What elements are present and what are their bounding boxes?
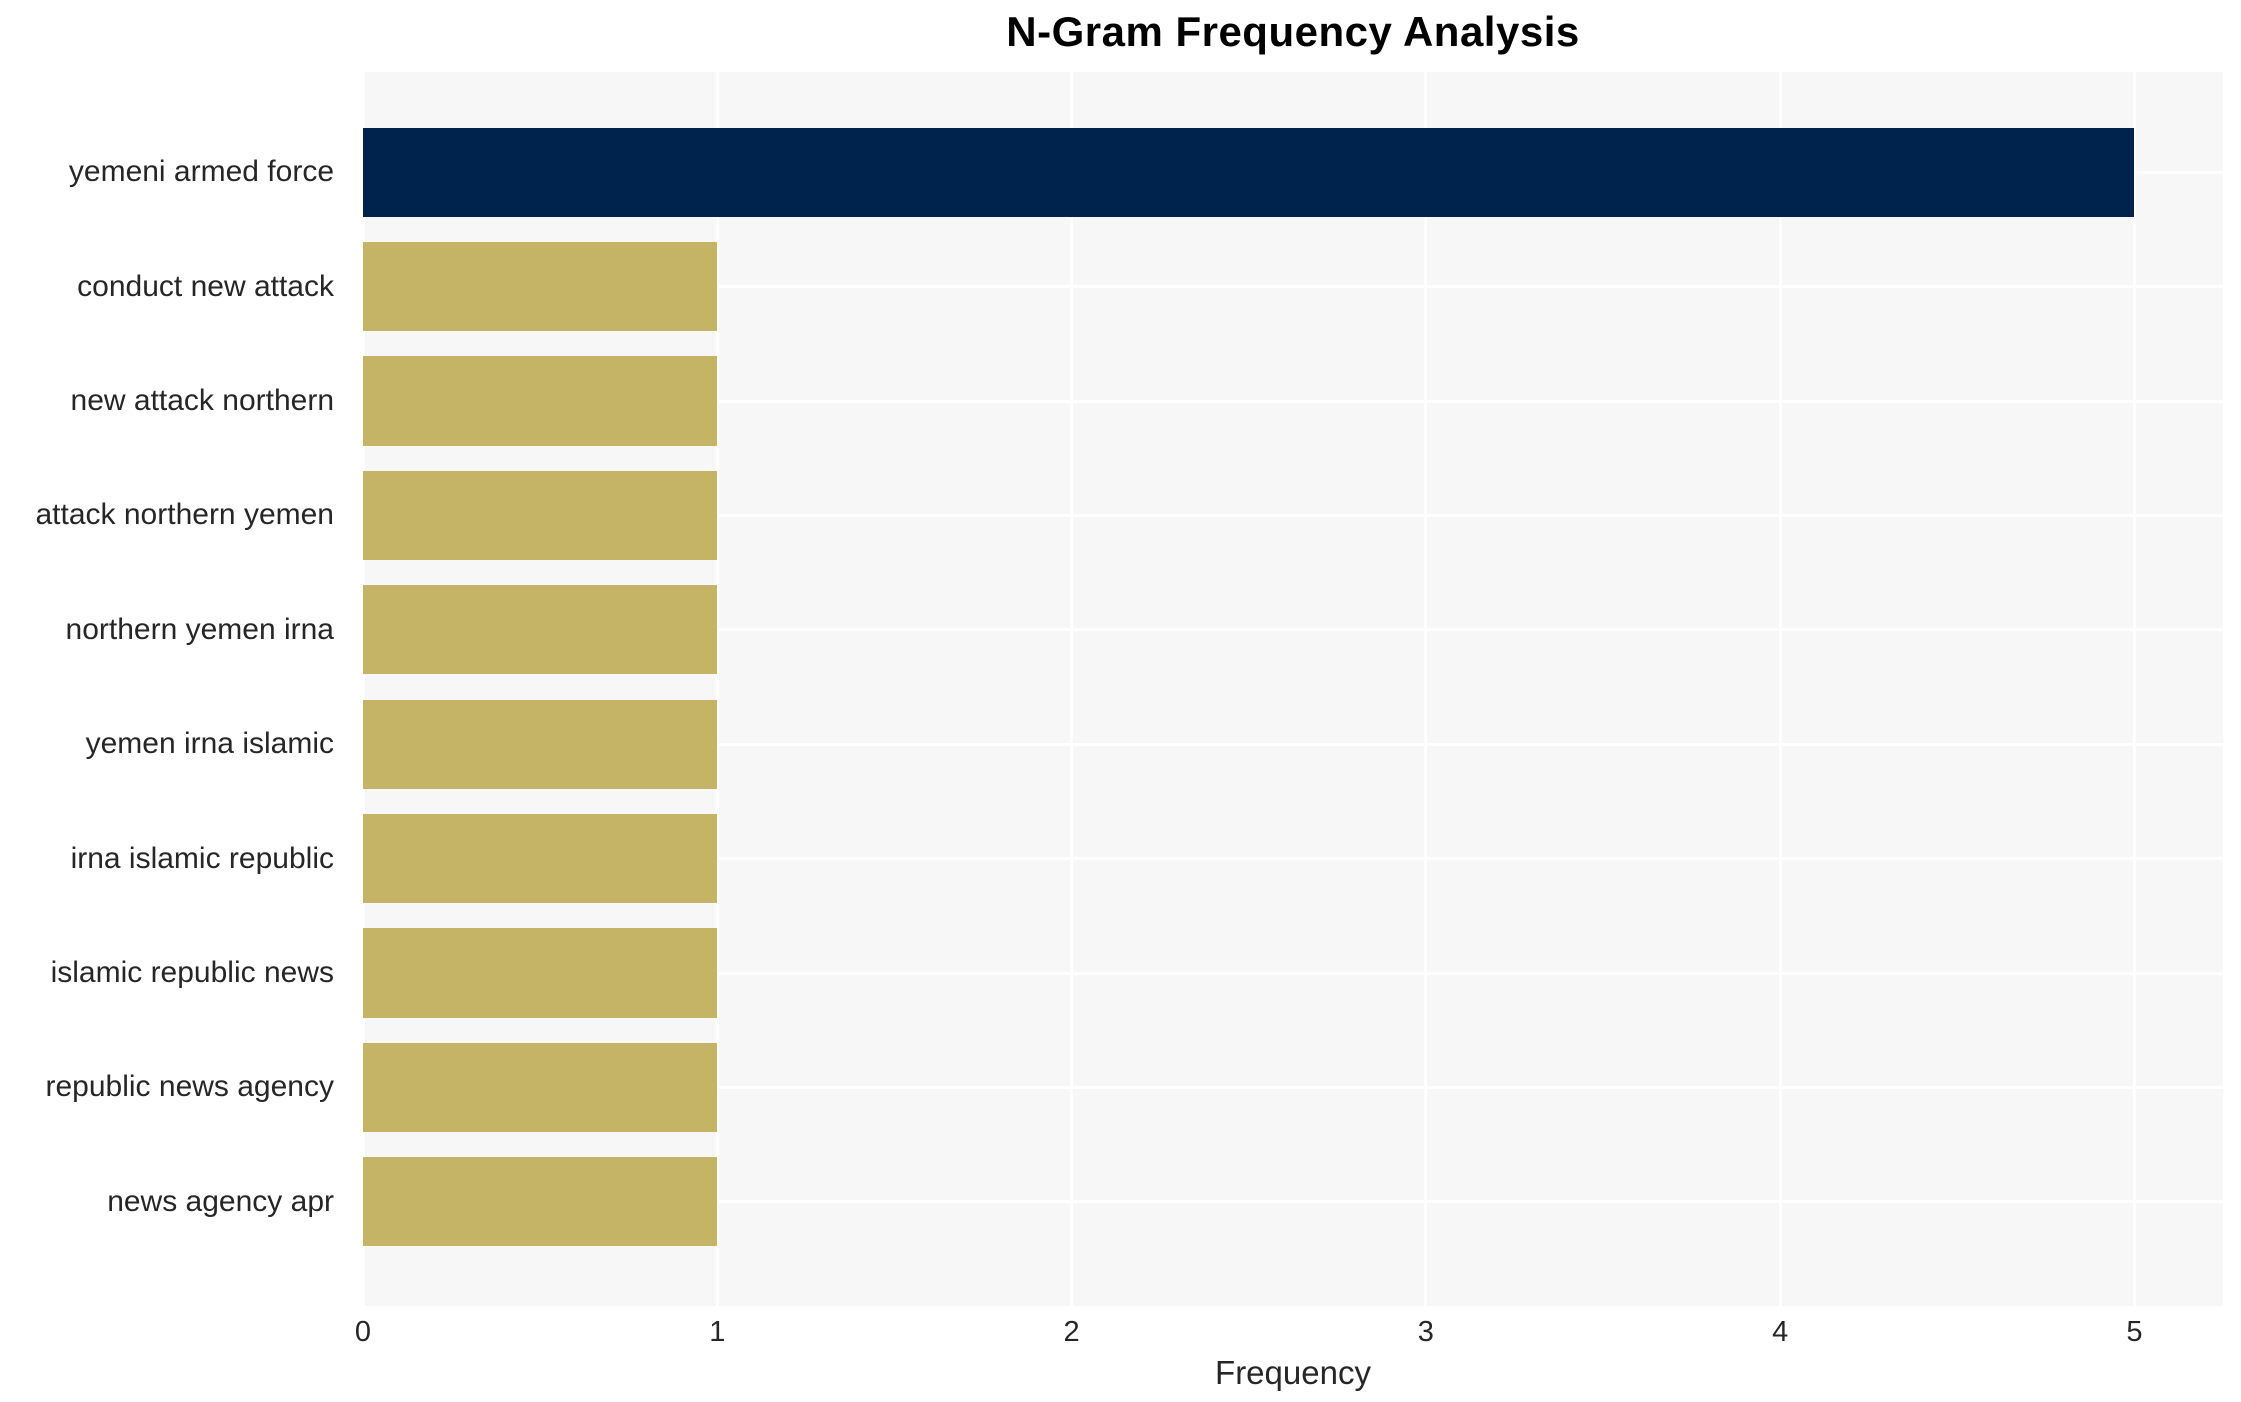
bar (363, 1157, 718, 1247)
y-category-label: conduct new attack (77, 269, 334, 303)
y-category-label: irna islamic republic (70, 841, 334, 875)
x-tick-label: 2 (1063, 1316, 1080, 1348)
y-category-label: news agency apr (107, 1184, 334, 1218)
y-category-label: northern yemen irna (65, 612, 334, 646)
gridline-vertical (715, 72, 719, 1306)
gridline-horizontal (363, 971, 2223, 975)
plot-area (361, 72, 2223, 1306)
gridline-horizontal (363, 513, 2223, 517)
gridline-horizontal (363, 1085, 2223, 1089)
x-tick-label: 1 (709, 1316, 726, 1348)
gridline-vertical (1778, 72, 1782, 1306)
chart-title: N-Gram Frequency Analysis (1006, 8, 1580, 55)
gridline-vertical (361, 72, 365, 1306)
bar (363, 356, 718, 446)
x-tick-label: 5 (2126, 1316, 2143, 1348)
gridline-horizontal (363, 399, 2223, 403)
gridline-horizontal (363, 628, 2223, 632)
x-tick-label: 4 (1772, 1316, 1789, 1348)
gridline-vertical (1424, 72, 1428, 1306)
gridline-vertical (1070, 72, 1074, 1306)
bar (363, 127, 2135, 217)
y-category-label: republic news agency (45, 1070, 334, 1104)
bar (363, 585, 718, 675)
x-tick-label: 0 (354, 1316, 372, 1348)
x-axis-label: Frequency (1215, 1354, 1371, 1391)
y-category-label: new attack northern (70, 383, 334, 417)
bar (363, 470, 718, 560)
y-category-label: islamic republic news (50, 955, 334, 989)
bar (363, 928, 718, 1018)
gridline-vertical (2132, 72, 2136, 1306)
bar (363, 699, 718, 789)
bar (363, 241, 718, 332)
y-category-label: attack northern yemen (35, 498, 335, 532)
bar (363, 1042, 718, 1132)
bar (363, 813, 718, 904)
gridline-horizontal (363, 742, 2223, 746)
gridline-horizontal (363, 857, 2223, 861)
x-tick-label: 3 (1417, 1316, 1434, 1348)
gridline-horizontal (363, 1200, 2223, 1204)
y-category-label: yemeni armed force (68, 155, 334, 189)
gridline-horizontal (363, 285, 2223, 289)
y-category-label: yemen irna islamic (85, 727, 334, 761)
